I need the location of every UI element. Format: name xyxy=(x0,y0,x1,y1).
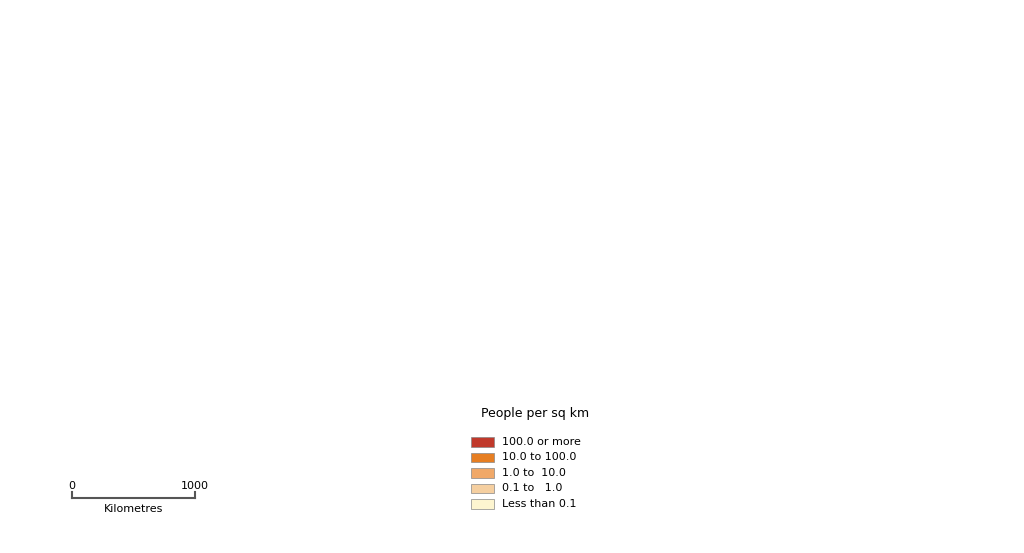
Text: 0: 0 xyxy=(69,482,75,492)
Text: 1.0 to  10.0: 1.0 to 10.0 xyxy=(502,468,565,478)
Text: Less than 0.1: Less than 0.1 xyxy=(502,499,577,509)
Text: People per sq km: People per sq km xyxy=(481,407,590,420)
Text: 100.0 or more: 100.0 or more xyxy=(502,437,581,447)
Text: 1000: 1000 xyxy=(180,482,209,492)
Text: 0.1 to   1.0: 0.1 to 1.0 xyxy=(502,483,562,493)
Text: 10.0 to 100.0: 10.0 to 100.0 xyxy=(502,452,577,462)
Text: Kilometres: Kilometres xyxy=(103,504,163,514)
